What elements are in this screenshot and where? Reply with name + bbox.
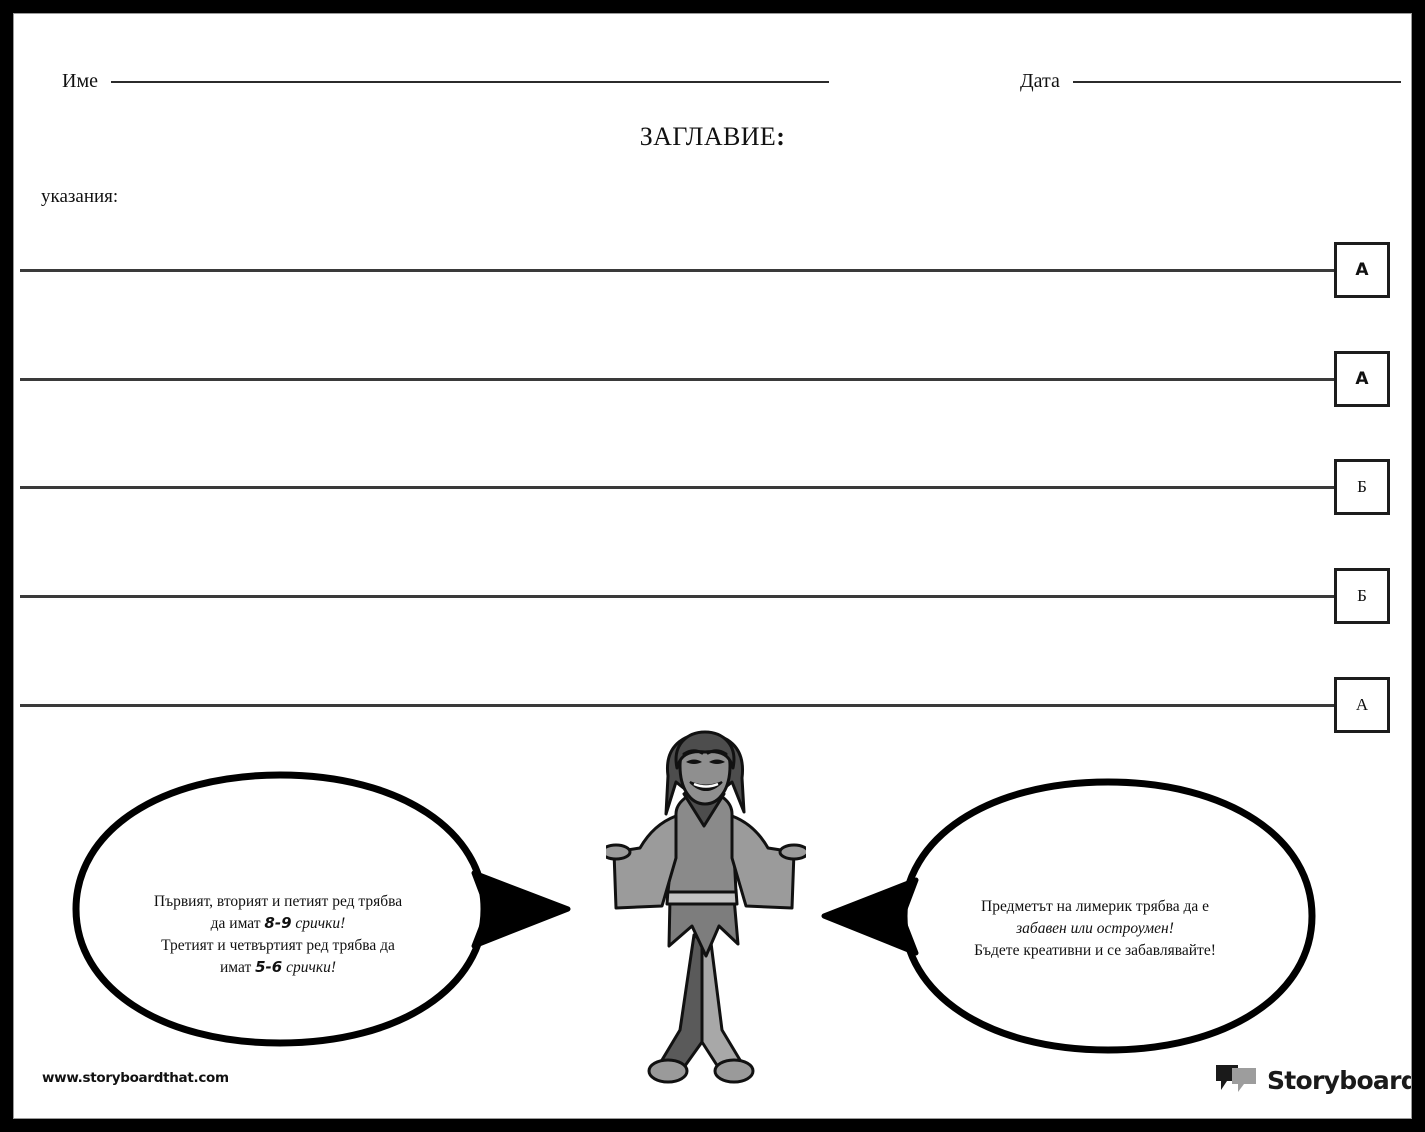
- page-title-text: ЗАГЛАВИЕ: [639, 122, 777, 151]
- date-field[interactable]: Дата: [1020, 70, 1401, 93]
- bubble-right-line-1: Предметът на лимерик трябва да е: [981, 898, 1209, 915]
- speech-bubble-right-text: Предметът на лимерик трябва да е забавен…: [936, 896, 1254, 962]
- name-field-rule[interactable]: [110, 81, 829, 83]
- date-field-rule[interactable]: [1072, 81, 1401, 83]
- writing-line-row: А: [14, 242, 1411, 298]
- name-field-label: Име: [62, 70, 98, 92]
- rhyme-scheme-box[interactable]: А: [1334, 677, 1390, 733]
- bubble-right-line-3: Бъдете креативни и се забавлявайте!: [974, 942, 1216, 959]
- writing-line-row: А: [14, 351, 1411, 407]
- bubble-left-line-2-before: да имат: [210, 915, 265, 932]
- logo-wordmark: StoryboardThat: [1267, 1065, 1412, 1095]
- writing-line-rule[interactable]: [20, 704, 1334, 707]
- page-title-colon: :: [776, 122, 786, 151]
- illustration-band: Първият, вторият и петият ред трябва да …: [14, 714, 1411, 1118]
- storyboardthat-logo[interactable]: StoryboardThat: [1214, 1060, 1412, 1100]
- logo-word-storyboard: Storyboard: [1267, 1065, 1412, 1095]
- rhyme-scheme-box[interactable]: Б: [1334, 568, 1390, 624]
- rhyme-scheme-box[interactable]: А: [1334, 351, 1390, 407]
- rhyme-scheme-box[interactable]: Б: [1334, 459, 1390, 515]
- bubble-left-line-4-after: срички!: [282, 959, 337, 976]
- bubble-right-line-2: забавен или остроумен!: [1016, 920, 1174, 937]
- bubble-left-line-1: Първият, вторият и петият ред трябва: [153, 893, 403, 910]
- writing-line-row: Б: [14, 459, 1411, 515]
- writing-line-rule[interactable]: [20, 269, 1334, 272]
- speech-bubble-right-shape: [821, 778, 1316, 1054]
- jester-character-shape: [606, 730, 806, 1084]
- date-field-label: Дата: [1020, 70, 1060, 92]
- speech-bubble-left: Първият, вторият и петият ред трябва да …: [56, 769, 576, 1049]
- speech-bubble-logo-icon: [1214, 1063, 1258, 1098]
- bubble-left-syllables-second: 5-6: [255, 958, 283, 976]
- speech-bubble-left-text: Първият, вторият и петият ред трябва да …: [118, 891, 438, 979]
- instructions-label: указания:: [41, 186, 119, 207]
- jester-character-illustration: [606, 730, 806, 1090]
- bubble-left-line-4-before: имат: [219, 959, 256, 976]
- footer-website-url[interactable]: www.storyboardthat.com: [42, 1070, 229, 1086]
- writing-line-rule[interactable]: [20, 378, 1334, 381]
- writing-line-row: А: [14, 677, 1411, 733]
- speech-bubble-left-shape: [72, 771, 571, 1047]
- writing-line-row: Б: [14, 568, 1411, 624]
- bubble-left-line-2-after: срички!: [291, 915, 346, 932]
- bubble-left-syllables-first: 8-9: [264, 914, 292, 932]
- writing-line-rule[interactable]: [20, 486, 1334, 489]
- writing-line-rule[interactable]: [20, 595, 1334, 598]
- name-field[interactable]: Име: [62, 70, 829, 93]
- bubble-left-line-3: Третият и четвъртият ред трябва да: [161, 937, 395, 954]
- page-title: ЗАГЛАВИЕ:: [14, 122, 1411, 152]
- speech-bubble-right: Предметът на лимерик трябва да е забавен…: [821, 776, 1386, 1056]
- rhyme-scheme-box[interactable]: А: [1334, 242, 1390, 298]
